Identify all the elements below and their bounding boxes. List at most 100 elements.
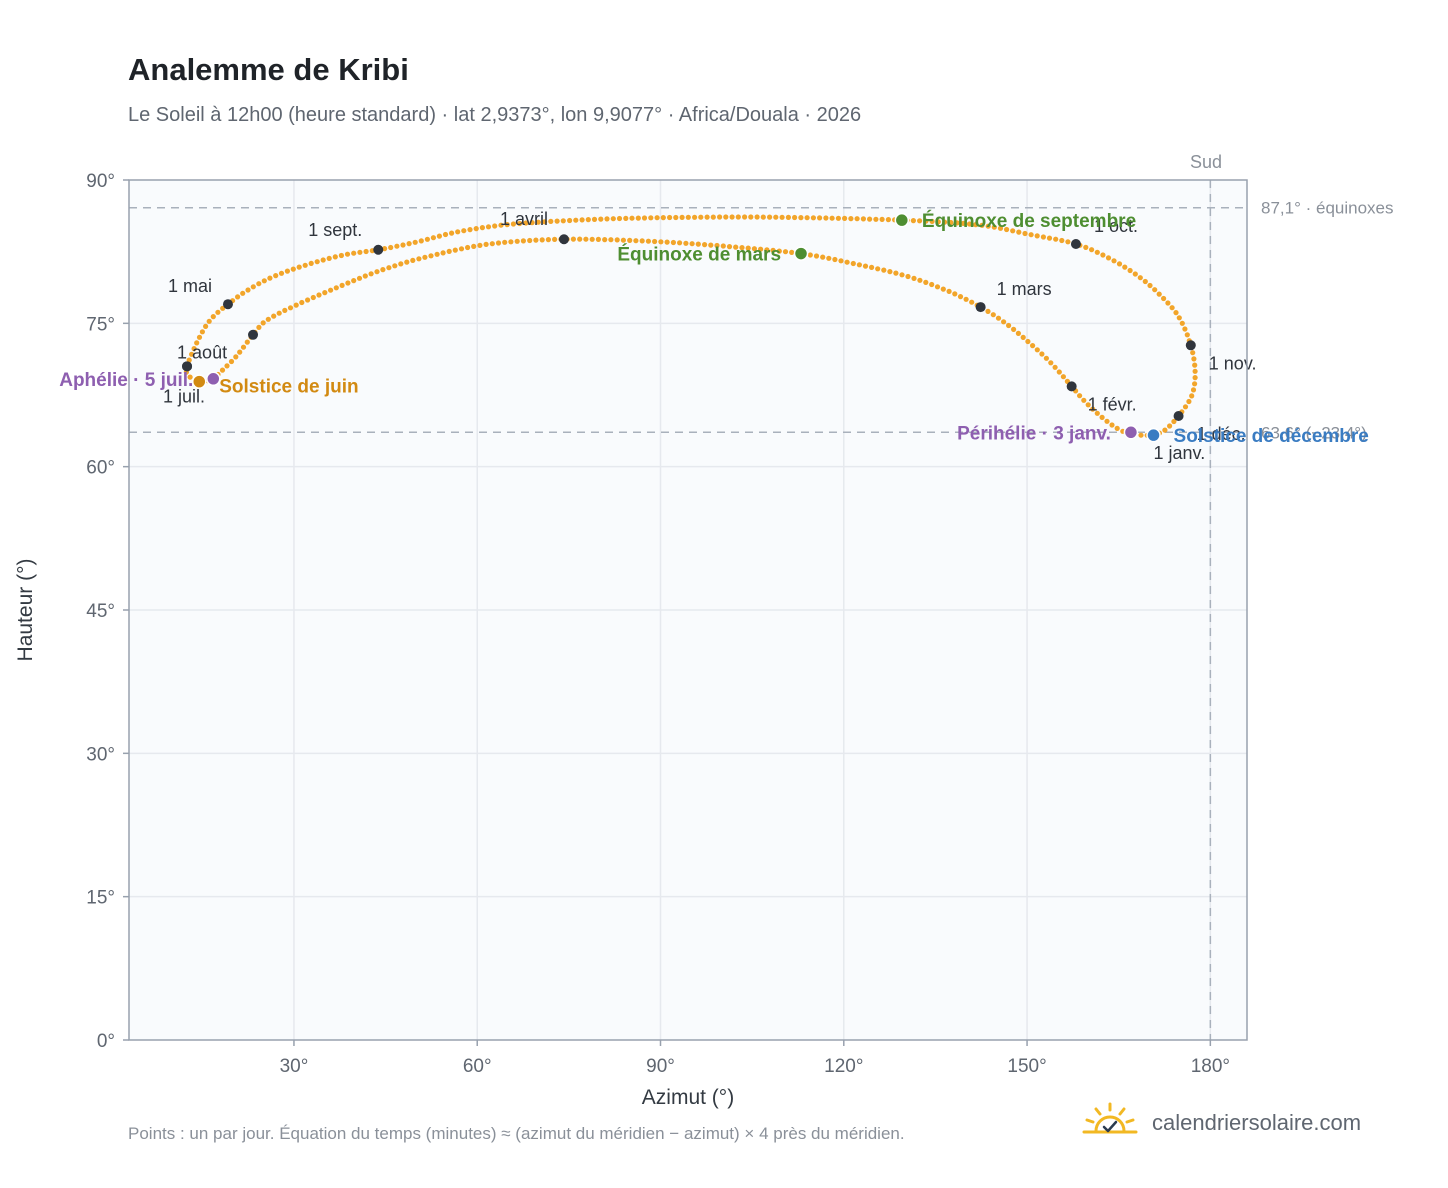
day-dot: [1142, 278, 1148, 285]
month-point: [248, 329, 259, 340]
day-dot: [1147, 282, 1153, 289]
day-dot: [533, 237, 539, 243]
day-dot: [598, 216, 604, 222]
day-dot: [664, 239, 670, 245]
event-point: [1146, 427, 1161, 443]
day-dot: [308, 260, 314, 266]
day-dot: [412, 239, 418, 245]
day-dot: [368, 271, 374, 277]
day-dot: [948, 219, 954, 226]
day-dot: [585, 217, 591, 223]
day-dot: [720, 243, 726, 249]
day-dot: [344, 251, 351, 257]
day-dot: [832, 256, 838, 263]
day-dot: [418, 238, 424, 244]
day-dot: [639, 238, 645, 244]
axis-ticks: 30° 60° 90° 120° 150° 180° 0° 15° 30° 45° 60° 75° 90…: [86, 171, 1230, 1077]
day-dot: [929, 281, 935, 288]
reference-lines: 87,1° · équinoxes 63,6° (−23,4°): [129, 180, 1394, 1040]
day-dot: [296, 264, 302, 270]
day-dot: [510, 221, 516, 227]
day-dot: [1190, 387, 1197, 393]
day-dot: [1015, 330, 1022, 336]
day-dot: [452, 247, 458, 253]
day-dot: [695, 241, 701, 247]
day-dot: [356, 275, 363, 281]
y-tick-label: 75°: [86, 314, 115, 335]
reference-line-label: 63,6° (−23,4°): [1261, 423, 1367, 442]
day-dot: [287, 305, 294, 311]
day-dot: [760, 214, 766, 220]
event-point: [192, 374, 207, 389]
event-label: Équinoxe de septembre: [922, 210, 1136, 232]
day-dot: [374, 269, 380, 275]
day-dot: [997, 225, 1004, 231]
day-dot: [1046, 235, 1053, 241]
day-dot: [729, 214, 735, 220]
y-tick-label: 15°: [86, 888, 115, 909]
day-dot: [854, 216, 860, 222]
day-dot: [985, 308, 991, 314]
month-point: [975, 302, 986, 313]
day-dot: [240, 290, 246, 296]
day-dot: [935, 219, 941, 225]
day-dot: [1165, 300, 1171, 306]
day-dot: [627, 237, 633, 243]
day-dot: [660, 215, 666, 221]
day-dot: [735, 214, 741, 220]
day-dot: [1190, 350, 1196, 356]
day-dot: [754, 214, 760, 220]
brand[interactable]: calendriersolaire.com: [1082, 1100, 1361, 1146]
meridian-label: Sud: [1190, 152, 1222, 172]
month-point: [558, 234, 569, 245]
day-dot: [785, 214, 792, 220]
day-dot: [670, 239, 677, 246]
month-label: 1 mai: [168, 276, 212, 296]
day-dot: [1191, 356, 1197, 362]
day-dot: [810, 215, 817, 221]
day-dot: [351, 278, 357, 284]
day-dot: [302, 262, 308, 268]
day-dot: [860, 216, 867, 222]
day-dot: [398, 261, 404, 267]
day-dot: [345, 280, 351, 286]
day-dot: [504, 222, 510, 228]
month-point: [1066, 381, 1077, 392]
day-dot: [893, 270, 899, 276]
day-dot: [940, 286, 946, 292]
day-dot: [449, 230, 455, 236]
day-dot: [850, 260, 856, 267]
day-dot: [635, 215, 641, 221]
day-dot: [406, 241, 412, 247]
day-dot: [1173, 310, 1179, 316]
day-dot: [620, 237, 627, 243]
day-dot: [428, 253, 434, 259]
day-dot: [1116, 261, 1123, 267]
day-dot: [256, 324, 262, 330]
day-dot: [782, 249, 789, 255]
day-dot: [1192, 381, 1198, 387]
day-dot: [1043, 355, 1049, 361]
day-dot: [1161, 295, 1167, 302]
day-dot: [282, 307, 288, 313]
month-label: 1 janv.: [1154, 443, 1206, 463]
day-dot: [523, 220, 529, 226]
day-dot: [245, 287, 251, 293]
event-point: [793, 246, 809, 261]
day-dot: [388, 244, 394, 251]
day-dot: [579, 217, 585, 223]
day-dot: [424, 236, 430, 242]
day-dot: [844, 259, 850, 265]
day-dot: [1030, 343, 1036, 349]
day-dot: [436, 233, 442, 239]
day-dot: [273, 273, 279, 279]
day-dot: [1077, 393, 1083, 399]
day-dot: [1028, 232, 1034, 238]
day-dot: [290, 266, 296, 272]
day-dot: [310, 294, 316, 301]
day-dot: [326, 255, 332, 261]
day-dot: [917, 218, 923, 224]
day-dot: [1137, 275, 1143, 281]
day-dot: [589, 236, 595, 242]
day-dot: [219, 367, 226, 373]
